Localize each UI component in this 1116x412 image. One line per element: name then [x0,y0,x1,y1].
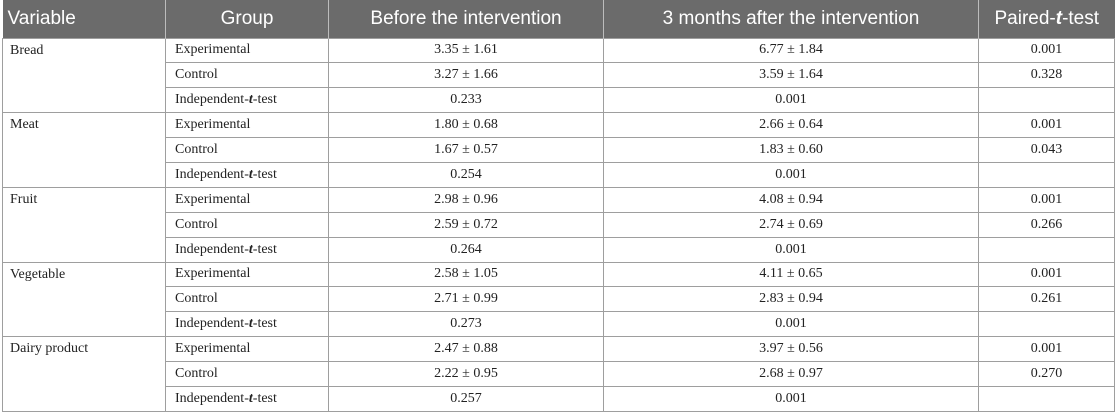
group-cell: Experimental [165,37,329,64]
after-cell: 2.66 ± 0.64 [603,112,979,139]
paired-cell: 0.270 [978,361,1115,387]
table-row: Fruit Experimental 2.98 ± 0.96 4.08 ± 0.94 0… [2,186,1115,263]
before-cell: 3.27 ± 1.66 [328,62,604,89]
before-cell: 2.98 ± 0.96 [328,186,604,213]
table-row: Meat Experimental 1.80 ± 0.68 2.66 ± 0.64 0.… [2,112,1115,188]
paired-cell [978,236,1115,263]
table-row: Independent-t-test 0.273 0.001 [3,311,1115,338]
before-cell: 3.35 ± 1.61 [328,37,604,64]
before-cell: 0.254 [328,161,604,188]
group-cell: Experimental [165,261,329,288]
group-cell: Independent-t-test [165,385,329,412]
after-cell: 1.83 ± 0.60 [603,137,979,163]
variable-cell: Dairy product [2,336,166,412]
table-row: Dairy product Experimental 2.47 ± 0.88 3.97… [2,336,1115,412]
header-after: 3 months after the intervention [603,0,979,38]
after-cell: 0.001 [603,236,979,263]
before-cell: 2.59 ± 0.72 [328,211,604,238]
paired-cell [978,385,1115,412]
header-paired-t-test: Paired-t-test [978,0,1115,38]
before-cell: 2.47 ± 0.88 [328,336,604,363]
group-cell: Independent-t-test [165,311,329,338]
before-cell: 2.58 ± 1.05 [328,261,604,288]
paired-cell: 0.001 [978,336,1115,363]
header-row: Variable Group Before the intervention 3… [2,0,1115,38]
before-cell: 2.71 ± 0.99 [328,286,604,313]
table-row: Control 2.22 ± 0.95 2.68 ± 0.97 0.270 [3,361,1115,387]
group-cell: Control [165,286,329,313]
header-variable: Variable [7,7,76,29]
table-header: Variable Group Before the intervention 3… [2,0,1115,38]
after-cell: 0.001 [603,311,979,338]
before-cell: 1.67 ± 0.57 [328,137,604,163]
after-cell: 6.77 ± 1.84 [603,37,979,64]
table-row: Control 2.71 ± 0.99 2.83 ± 0.94 0.261 [3,286,1115,313]
before-cell: 0.257 [328,385,604,412]
variable-cell: Fruit [2,186,166,263]
after-cell: 2.68 ± 0.97 [603,361,979,387]
paired-cell: 0.261 [978,286,1115,313]
after-cell: 3.59 ± 1.64 [603,62,979,89]
after-cell: 3.97 ± 0.56 [603,336,979,363]
group-cell: Experimental [165,336,329,363]
group-cell: Experimental [165,112,329,139]
before-cell: 0.233 [328,87,604,114]
table-row: Control 1.67 ± 0.57 1.83 ± 0.60 0.043 [3,137,1115,163]
table-row: Control 3.27 ± 1.66 3.59 ± 1.64 0.328 [3,62,1115,89]
after-cell: 0.001 [603,87,979,114]
header-group: Group [165,0,329,38]
table-row: Independent-t-test 0.254 0.001 [3,161,1115,188]
paired-cell: 0.043 [978,137,1115,163]
paired-cell: 0.001 [978,261,1115,288]
paired-cell: 0.001 [978,37,1115,64]
table-row: Vegetable Experimental 2.58 ± 1.05 4.11 ± 0… [2,261,1115,338]
paired-cell [978,87,1115,114]
group-cell: Independent-t-test [165,161,329,188]
after-cell: 4.08 ± 0.94 [603,186,979,213]
after-cell: 0.001 [603,385,979,412]
variable-cell: Meat [2,112,166,188]
after-cell: 2.83 ± 0.94 [603,286,979,313]
paired-cell: 0.328 [978,62,1115,89]
table-row: Independent-t-test 0.264 0.001 [3,236,1115,263]
group-cell: Control [165,361,329,387]
group-cell: Experimental [165,186,329,213]
after-cell: 0.001 [603,161,979,188]
before-cell: 0.264 [328,236,604,263]
table-row: Bread Experimental 3.35 ± 1.61 6.77 ± 1.84 0… [2,37,1115,114]
paired-cell: 0.001 [978,112,1115,139]
group-cell: Control [165,62,329,89]
table-body: Bread Experimental 3.35 ± 1.61 6.77 ± 1.84 0… [2,37,1115,412]
group-cell: Independent-t-test [165,236,329,263]
paired-cell [978,311,1115,338]
after-cell: 2.74 ± 0.69 [603,211,979,238]
group-cell: Independent-t-test [165,87,329,114]
paired-cell [978,161,1115,188]
paired-cell: 0.001 [978,186,1115,213]
before-cell: 0.273 [328,311,604,338]
table-row: Independent-t-test 0.233 0.001 [3,87,1115,114]
variable-cell: Bread [2,37,166,114]
before-cell: 2.22 ± 0.95 [328,361,604,387]
group-cell: Control [165,137,329,163]
paired-cell: 0.266 [978,211,1115,238]
after-cell: 4.11 ± 0.65 [603,261,979,288]
variable-cell: Vegetable [2,261,166,338]
header-before: Before the intervention [328,0,604,38]
group-cell: Control [165,211,329,238]
table-row: Independent-t-test 0.257 0.001 [3,385,1115,412]
before-cell: 1.80 ± 0.68 [328,112,604,139]
table-row: Control 2.59 ± 0.72 2.74 ± 0.69 0.266 [3,211,1115,238]
